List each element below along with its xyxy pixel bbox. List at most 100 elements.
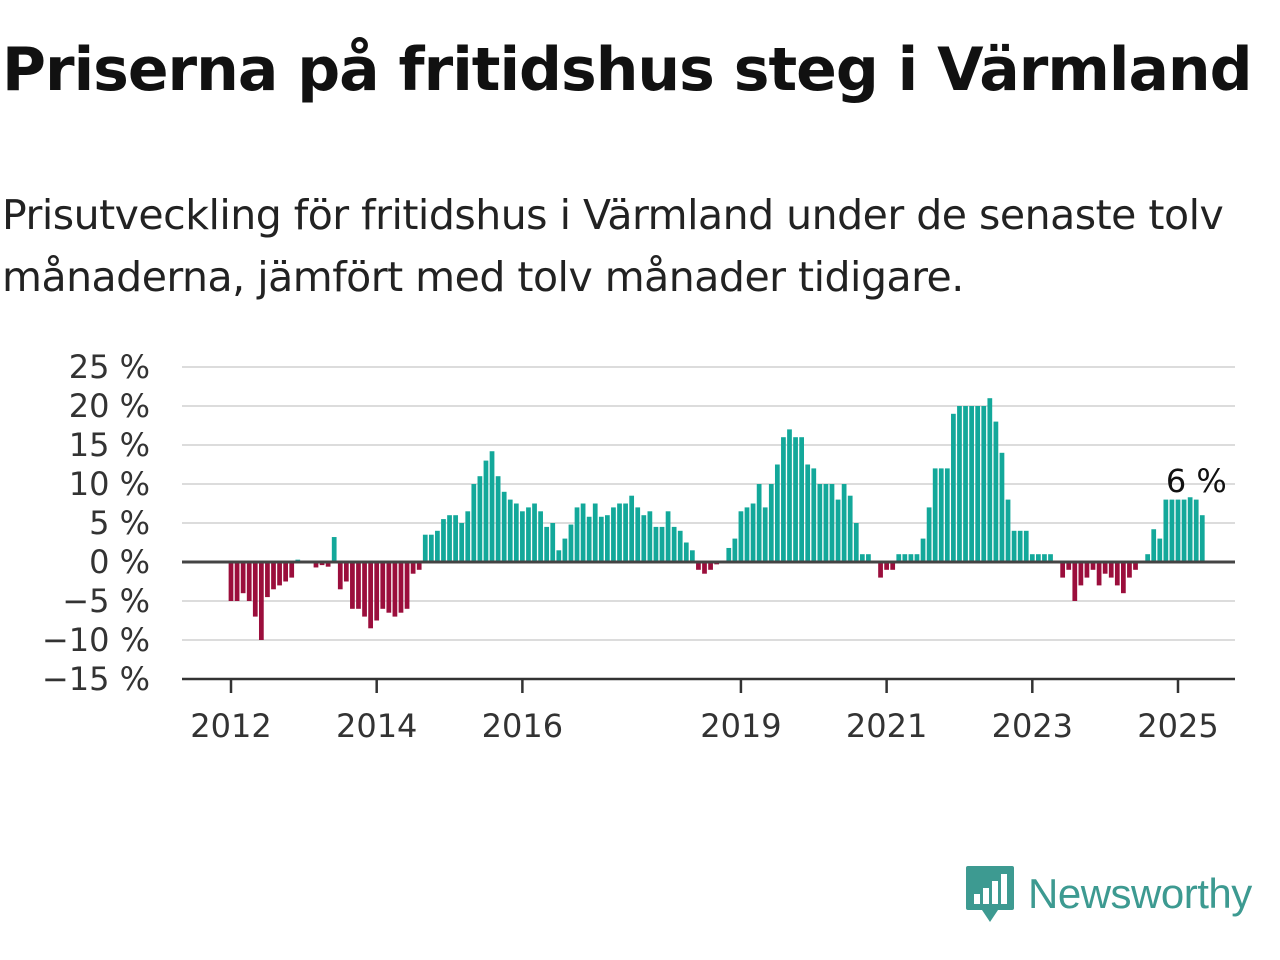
bar [1169,499,1175,562]
bar [1060,562,1066,578]
bar [258,562,264,640]
bar [313,562,319,568]
bar [926,507,932,562]
x-tick-label: 2021 [846,707,927,745]
bar [1066,562,1072,570]
bar [410,562,416,574]
bar [623,503,628,562]
bar [1157,538,1163,562]
bar [362,562,367,617]
y-tick-label: 0 % [89,543,150,581]
bar [817,484,823,562]
bar [1017,530,1023,562]
bar [981,406,987,562]
bar [526,507,531,562]
bar [774,464,780,562]
bar [944,468,950,562]
bar [368,562,373,629]
bar [477,476,483,562]
bar [240,562,246,594]
bar [592,503,598,562]
bar-chart-icon [966,866,1014,922]
bar [325,562,331,567]
bar [611,507,616,562]
y-tick-label: −10 % [42,621,150,659]
bar [696,562,701,570]
bar [957,406,962,562]
bar [878,562,883,578]
bar [598,516,604,562]
bar [447,515,452,562]
bar [665,511,671,562]
bar [356,562,361,609]
bar [337,562,343,590]
bar [999,452,1005,562]
bar [246,562,252,601]
bar [677,530,683,562]
y-tick-label: 20 % [69,387,150,425]
bar [641,515,647,562]
bar [768,484,774,562]
axes [182,560,1235,693]
logo-text: Newsworthy [1028,870,1252,917]
bars [228,398,1205,640]
bar [896,554,902,562]
bar [702,562,707,574]
bar [987,398,993,562]
bar [1102,562,1108,574]
bar [835,499,841,562]
bar [380,562,386,609]
bar [671,526,677,562]
bar [1078,562,1084,586]
bar [489,451,495,562]
bar [811,468,817,562]
bar [580,503,586,562]
bar [265,562,270,598]
bar [1114,562,1120,586]
bar [841,484,847,562]
y-tick-label: −15 % [42,660,150,698]
bar [1127,562,1132,578]
bar [392,562,398,617]
bar [386,562,392,613]
bar [1151,529,1157,562]
bar [441,519,446,562]
bar [1084,562,1090,578]
bar [556,550,562,562]
bar [932,468,938,562]
bar [520,511,525,562]
bar [635,507,641,562]
bar [732,538,738,562]
bar [902,554,908,562]
bar [1011,530,1017,562]
bar [319,562,325,566]
bar [435,530,440,562]
bar [422,534,428,562]
y-tick-label: 5 % [89,504,150,542]
bar [1042,554,1047,562]
x-tick-label: 2025 [1137,707,1218,745]
bar [750,503,756,562]
bar [586,516,592,562]
bar [398,562,404,613]
bar [1048,554,1053,562]
bar [884,562,889,570]
bar [471,484,477,562]
bar [1175,499,1181,562]
bar [847,495,853,562]
bar [453,515,458,562]
bar [787,429,792,562]
annotation-label: 6 % [1166,462,1227,500]
bar [793,437,798,562]
bar [1023,530,1029,562]
bar [1108,562,1114,578]
bar [853,523,859,562]
bar [866,554,871,562]
gridlines [182,366,1235,680]
bar [416,562,422,570]
bar [1193,499,1199,562]
bar [459,523,465,562]
bar-chart: 25 %20 %15 %10 %5 %0 %−5 %−10 %−15 % 2012… [42,348,1235,745]
bar [629,495,635,562]
newsworthy-logo: Newsworthy [964,864,1252,924]
